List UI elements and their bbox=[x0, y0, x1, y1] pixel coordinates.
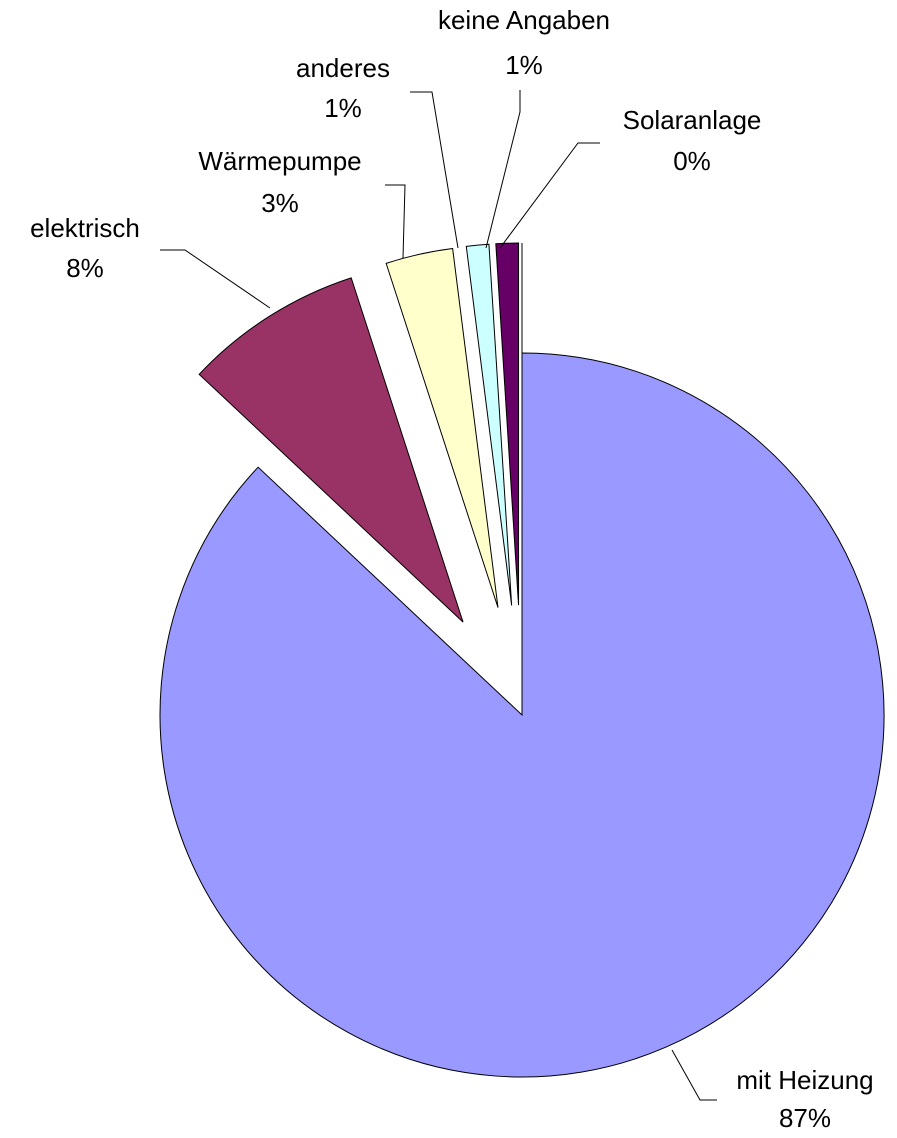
pie-slice bbox=[465, 243, 513, 606]
slice-value-label: 8% bbox=[66, 253, 104, 283]
pie-slice bbox=[198, 277, 464, 623]
slice-label: Wärmepumpe bbox=[198, 146, 361, 176]
pie-slice bbox=[159, 352, 885, 1078]
slice-value-label: 1% bbox=[324, 93, 362, 123]
pie-slice bbox=[495, 242, 520, 606]
slice-value-label: 87% bbox=[779, 1103, 831, 1133]
slice-value-label: 1% bbox=[505, 50, 543, 80]
leader-line bbox=[385, 184, 406, 259]
leader-line bbox=[485, 90, 521, 249]
slice-label: keine Angaben bbox=[438, 5, 610, 35]
leader-line bbox=[410, 91, 459, 249]
leader-line bbox=[671, 1049, 717, 1101]
slice-value-label: 3% bbox=[261, 188, 299, 218]
slice-value-label: 0% bbox=[673, 146, 711, 176]
slice-label: mit Heizung bbox=[736, 1065, 873, 1095]
pie-slice bbox=[385, 247, 499, 608]
leader-line bbox=[160, 249, 271, 309]
slice-label: Solaranlage bbox=[623, 105, 762, 135]
slice-label: anderes bbox=[296, 53, 390, 83]
leader-line bbox=[499, 142, 600, 249]
slice-label: elektrisch bbox=[30, 213, 140, 243]
